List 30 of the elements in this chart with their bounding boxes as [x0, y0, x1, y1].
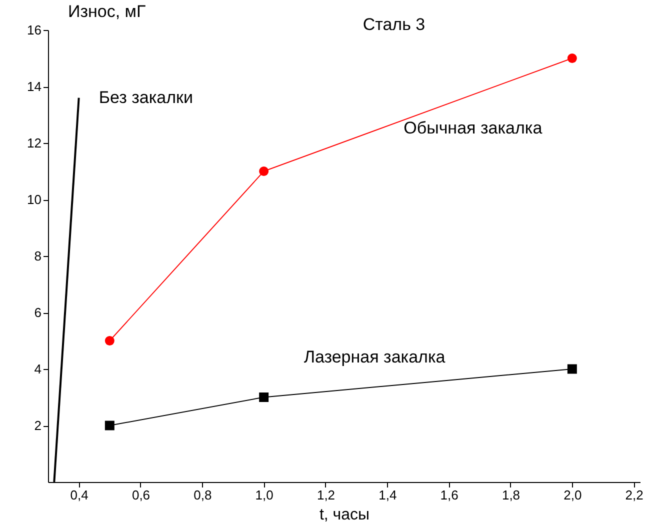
x-tick-label: 1,8: [502, 488, 520, 502]
y-tick-label: 4: [34, 362, 42, 376]
y-tick-label: 14: [27, 79, 42, 94]
x-tick-label: 2,0: [564, 488, 582, 502]
series-label: Обычная закалка: [404, 118, 543, 138]
y-tick-label: 6: [34, 305, 42, 320]
x-tick-label: 2,2: [625, 488, 644, 502]
x-axis-title: t, часы: [319, 506, 370, 524]
point: [259, 166, 269, 176]
y-tick-label: 8: [34, 248, 42, 264]
y-tick-label: 16: [27, 22, 42, 38]
point: [104, 336, 114, 346]
point: [567, 364, 577, 374]
x-tick-label: 1,0: [255, 488, 274, 502]
series-label: Лазерная закалка: [304, 347, 446, 366]
x-tick-label: 1,2: [316, 488, 336, 502]
point: [104, 420, 114, 430]
y-tick-label: 10: [27, 192, 42, 207]
x-tick-label: 1,6: [440, 488, 458, 502]
x-tick-label: 0,6: [132, 488, 150, 502]
y-tick-label: 12: [27, 136, 42, 150]
x-tick-label: 1,4: [378, 488, 397, 502]
x-tick-label: 0,4: [70, 488, 88, 502]
y-tick-label: 2: [34, 418, 42, 433]
chart-title: Сталь 3: [362, 15, 426, 34]
point: [259, 392, 269, 402]
series-label: Без закалки: [98, 88, 193, 107]
x-tick-label: 0,8: [194, 488, 212, 502]
y-axis-title: Износ, мГ: [68, 2, 146, 21]
point: [567, 54, 577, 63]
